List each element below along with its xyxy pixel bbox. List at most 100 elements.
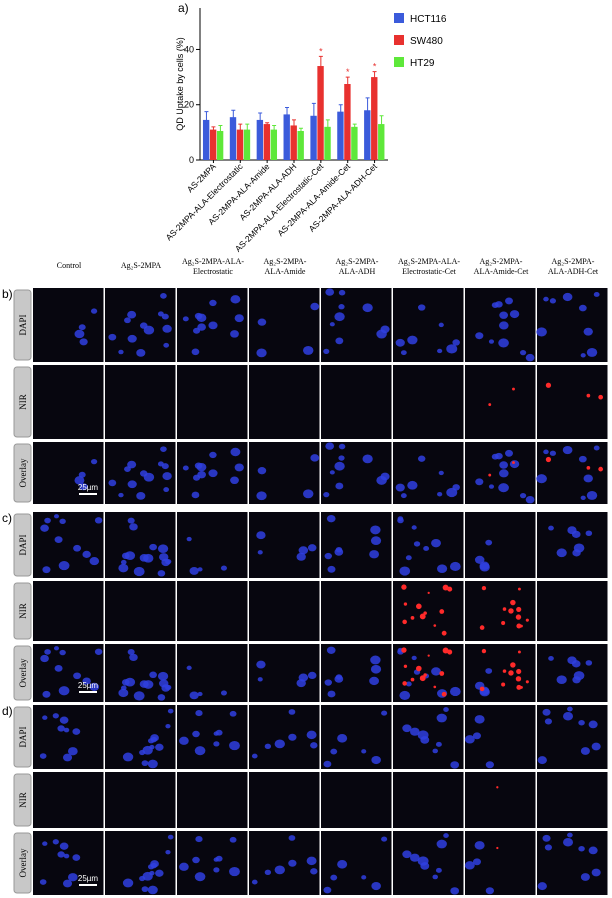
nucleus xyxy=(435,741,442,747)
nucleus xyxy=(397,516,404,521)
nucleus xyxy=(449,561,461,572)
nucleus xyxy=(556,548,567,558)
nucleus xyxy=(192,730,200,738)
nucleus xyxy=(124,317,131,324)
scale-bar-label: 25µm xyxy=(78,681,99,690)
nucleus xyxy=(327,565,336,573)
nucleus xyxy=(149,543,157,551)
nucleus xyxy=(310,454,320,462)
nir-signal xyxy=(403,664,408,668)
micrograph xyxy=(321,772,392,828)
micrograph xyxy=(465,512,536,578)
nir-signal xyxy=(479,625,485,630)
nucleus xyxy=(197,323,206,331)
micrograph xyxy=(393,772,464,828)
nucleus xyxy=(39,753,47,759)
nucleus xyxy=(251,879,258,885)
legend-label: HCT116 xyxy=(410,14,447,25)
nir-signal xyxy=(516,684,522,690)
nucleus xyxy=(536,327,547,337)
row-label: NIR xyxy=(18,603,28,619)
nucleus xyxy=(370,664,382,674)
nucleus xyxy=(127,480,137,489)
nucleus xyxy=(380,325,390,334)
nucleus xyxy=(437,348,443,354)
bar xyxy=(364,110,371,160)
nucleus xyxy=(525,353,535,362)
nucleus xyxy=(329,322,335,327)
nucleus xyxy=(423,545,430,551)
nir-signal xyxy=(401,584,407,590)
error-bar xyxy=(338,104,343,119)
nucleus xyxy=(361,875,367,880)
column-header: Ag₂S-2MPA- xyxy=(552,257,595,266)
nucleus xyxy=(230,330,239,338)
nucleus xyxy=(129,653,138,662)
nucleus xyxy=(334,312,345,322)
nucleus xyxy=(571,660,581,668)
error-bar xyxy=(218,124,223,137)
micrograph xyxy=(177,644,248,702)
nucleus xyxy=(407,335,418,345)
nucleus xyxy=(67,873,78,882)
legend-label: SW480 xyxy=(410,36,443,47)
nucleus xyxy=(136,349,146,357)
micrograph xyxy=(33,288,104,362)
nucleus xyxy=(229,740,240,751)
nucleus xyxy=(543,449,549,455)
nucleus xyxy=(147,738,155,744)
nucleus xyxy=(192,856,200,864)
nucleus xyxy=(234,463,244,472)
nucleus xyxy=(326,514,336,523)
nucleus xyxy=(143,680,154,689)
nucleus xyxy=(264,869,272,876)
nucleus xyxy=(544,718,552,725)
nir-signal xyxy=(442,647,449,654)
nucleus xyxy=(118,688,129,698)
row-tab xyxy=(13,773,32,827)
nucleus xyxy=(58,561,70,571)
nucleus xyxy=(157,570,166,577)
nucleus xyxy=(585,530,593,537)
nucleus xyxy=(157,461,164,467)
micrograph xyxy=(33,772,104,828)
nir-signal xyxy=(427,591,430,594)
nucleus xyxy=(155,869,164,877)
nucleus xyxy=(325,288,335,296)
nucleus xyxy=(194,872,206,882)
nucleus xyxy=(195,836,203,843)
nucleus xyxy=(578,845,585,852)
nucleus xyxy=(437,564,448,573)
nucleus xyxy=(369,550,380,559)
row-label: Overlay xyxy=(18,458,28,487)
micrograph xyxy=(321,831,392,895)
nucleus xyxy=(257,550,263,555)
row-label: DAPI xyxy=(18,314,28,335)
nucleus xyxy=(209,299,217,307)
nir-signal xyxy=(439,609,445,614)
row-tab xyxy=(13,443,32,503)
legend-swatch xyxy=(394,57,404,67)
nucleus xyxy=(133,566,145,577)
column-header: ALA-Amide-Cet xyxy=(474,267,529,276)
error-bar xyxy=(211,126,216,133)
nucleus xyxy=(543,296,549,302)
nucleus xyxy=(160,293,167,299)
nir-signal xyxy=(502,669,507,673)
nucleus xyxy=(509,310,520,319)
nucleus xyxy=(302,345,314,355)
nucleus xyxy=(572,676,581,684)
nucleus xyxy=(257,318,267,326)
nucleus xyxy=(160,446,167,452)
nucleus xyxy=(67,747,78,756)
nir-signal xyxy=(442,584,449,591)
nucleus xyxy=(186,665,192,671)
error-bar xyxy=(231,109,236,125)
micrograph xyxy=(177,512,248,578)
nucleus xyxy=(94,517,103,524)
nucleus xyxy=(89,682,100,691)
nucleus xyxy=(182,465,189,471)
micrograph xyxy=(393,705,464,769)
nucleus xyxy=(162,472,172,481)
nucleus xyxy=(194,746,206,756)
